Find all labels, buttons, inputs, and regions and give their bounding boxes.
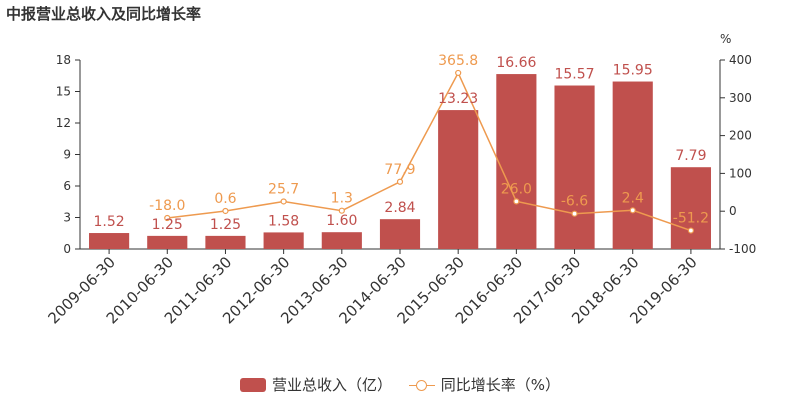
bar[interactable] [263,232,304,249]
line-value-label: -51.2 [673,211,709,227]
growth-line [167,71,692,232]
line-value-label: 365.8 [438,53,478,69]
left-tick-label: 15 [56,85,71,99]
legend-bar-label: 营业总收入（亿） [271,376,392,394]
chart-title: 中报营业总收入及同比增长率 [6,5,202,23]
line-point[interactable] [629,207,636,214]
line-value-label: 26.0 [501,181,532,197]
bar-value-label: 15.57 [554,67,594,83]
left-tick-label: 18 [56,53,71,67]
bar[interactable] [612,81,653,250]
left-tick-label: 12 [56,116,71,130]
line-value-label: 1.3 [331,191,353,207]
bar-value-label: 1.52 [94,214,125,230]
left-tick-label: 3 [63,211,71,225]
bar[interactable] [379,219,421,249]
bar-series [89,74,711,250]
legend-line-swatch [408,378,435,392]
bar-value-label: 1.25 [152,217,183,233]
legend-item-bar[interactable]: 营业总收入（亿） [239,374,392,395]
legend: 营业总收入（亿） 同比增长率（%） [0,374,800,396]
line-value-label: 25.7 [268,181,299,197]
legend-line-label: 同比增长率（%） [440,376,561,394]
bar[interactable] [89,233,130,249]
left-tick-label: 9 [63,148,71,162]
line-value-label: 77.9 [384,162,415,178]
left-tick-label: 6 [63,179,71,193]
bar[interactable] [438,110,479,250]
right-tick-label: 400 [729,53,752,67]
line-series [164,69,695,234]
line-point[interactable] [455,69,462,77]
bar[interactable] [554,85,595,249]
line-point[interactable] [164,214,171,222]
line-point[interactable] [222,207,229,215]
right-tick-label: 200 [729,129,752,143]
bar[interactable] [670,167,711,249]
bar-value-label: 16.66 [496,55,536,71]
right-axis-unit: % [720,32,731,46]
line-point[interactable] [687,227,695,234]
bar-value-label: 1.60 [326,213,357,229]
bar[interactable] [321,232,362,249]
legend-item-line[interactable]: 同比增长率（%） [408,374,561,395]
bar[interactable] [147,235,188,249]
line-value-label: 0.6 [214,191,236,207]
bar-value-label: 1.25 [210,217,241,233]
legend-bar-swatch [239,377,266,392]
line-value-label: -18.0 [149,198,185,214]
right-tick-label: 300 [729,91,752,105]
left-tick-label: 0 [63,242,71,256]
bar-value-label: 15.95 [613,63,653,79]
line-point[interactable] [513,198,520,205]
line-point[interactable] [338,207,345,214]
line-point[interactable] [280,198,287,205]
bar-value-label: 1.58 [268,213,299,229]
line-point[interactable] [396,178,404,185]
bar-value-label: 13.23 [438,91,478,107]
line-value-label: 2.4 [622,190,644,206]
data-labels: 1.52 1.25 1.25 1.58 1.60 2.84 13.23 16.66 15.57 1… [94,53,710,233]
right-tick-label: 100 [729,166,752,180]
right-tick-label: -100 [729,242,756,256]
line-value-label: -6.6 [561,194,588,210]
bar-value-label: 7.79 [675,148,706,164]
bar-value-label: 2.84 [384,200,415,216]
bar[interactable] [496,74,537,249]
right-tick-label: 0 [729,204,737,218]
line-point[interactable] [571,210,578,217]
bar[interactable] [205,235,246,249]
